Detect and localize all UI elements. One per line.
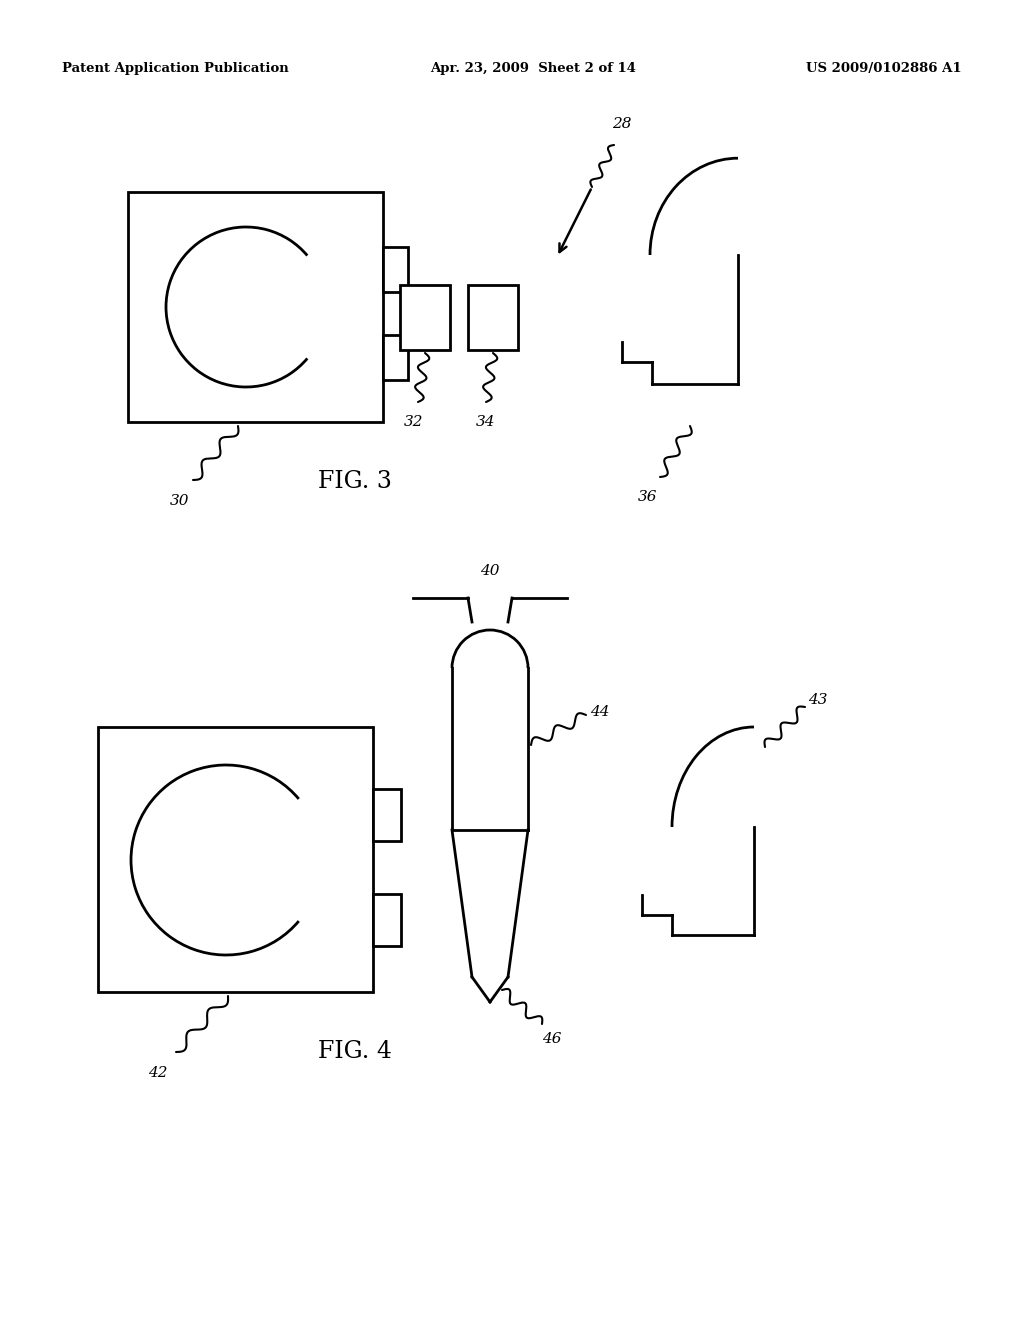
Text: US 2009/0102886 A1: US 2009/0102886 A1 [806, 62, 962, 75]
Text: 46: 46 [543, 1032, 562, 1045]
Text: 43: 43 [808, 693, 827, 708]
Text: 28: 28 [612, 117, 632, 131]
Bar [373, 789, 401, 841]
Text: 42: 42 [148, 1067, 168, 1080]
Bar [383, 247, 408, 292]
Bar [400, 285, 450, 350]
Text: 30: 30 [170, 494, 189, 508]
Text: 34: 34 [476, 414, 496, 429]
Text: 44: 44 [590, 705, 609, 719]
Bar [383, 335, 408, 380]
Text: 32: 32 [404, 414, 424, 429]
Bar [128, 191, 383, 422]
Bar [468, 285, 518, 350]
Text: FIG. 3: FIG. 3 [318, 470, 392, 494]
Text: FIG. 4: FIG. 4 [318, 1040, 392, 1064]
Bar [98, 727, 373, 993]
Text: Patent Application Publication: Patent Application Publication [62, 62, 289, 75]
Text: 36: 36 [638, 490, 657, 504]
Text: 40: 40 [480, 564, 500, 578]
Text: Apr. 23, 2009  Sheet 2 of 14: Apr. 23, 2009 Sheet 2 of 14 [430, 62, 636, 75]
Bar [373, 894, 401, 946]
